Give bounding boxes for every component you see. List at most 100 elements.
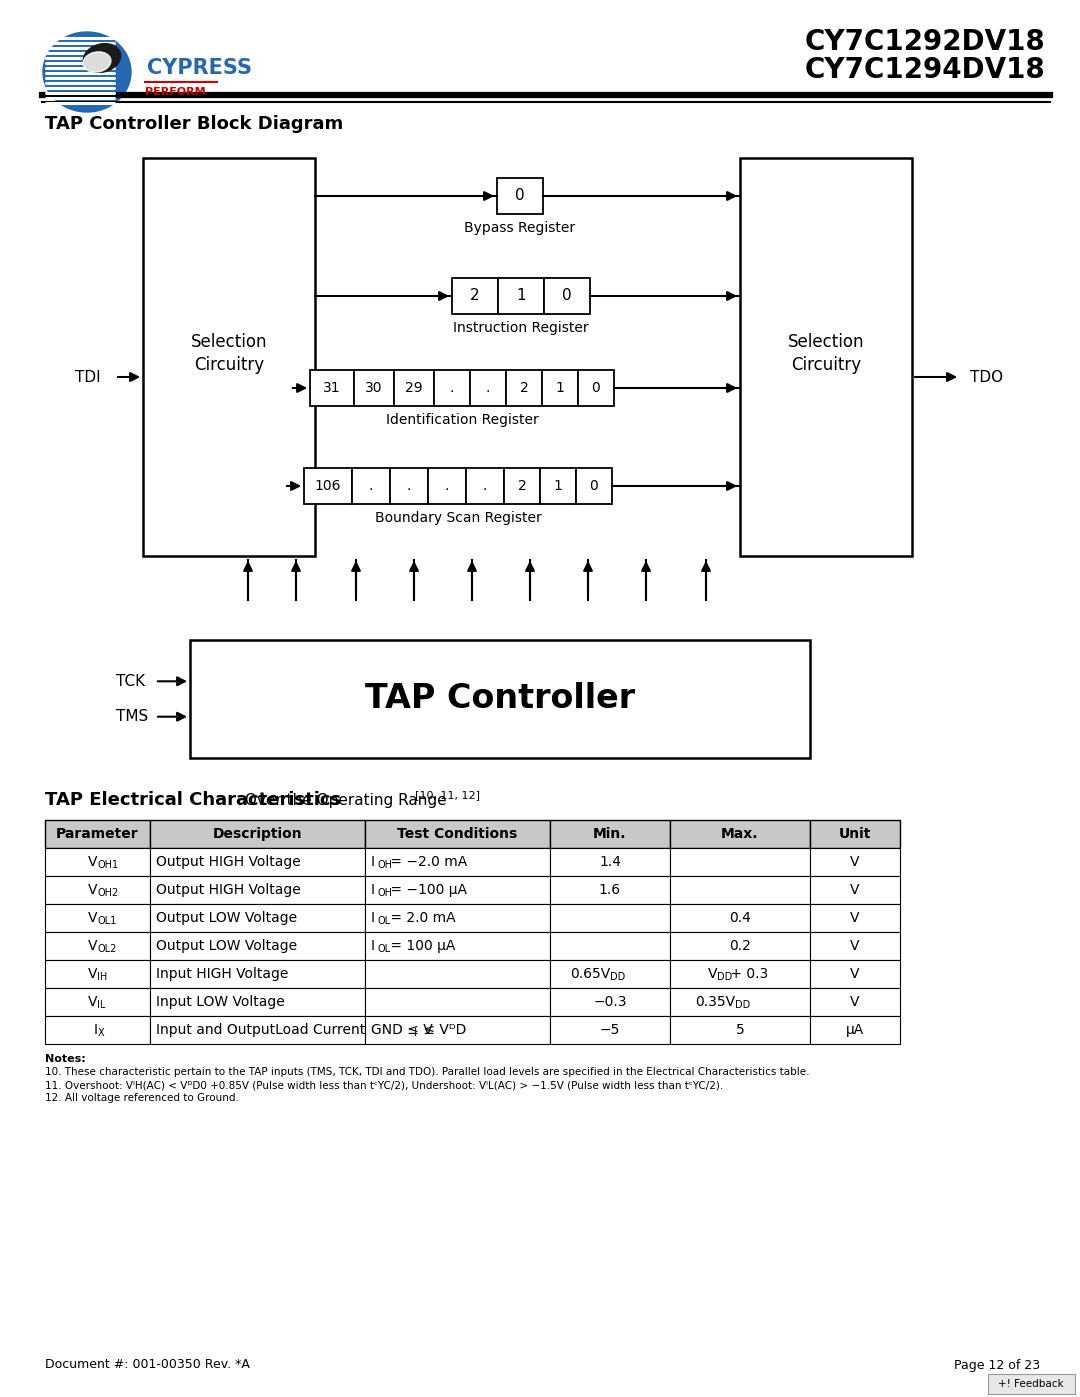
Text: 1.6: 1.6	[599, 883, 621, 897]
Text: = 2.0 mA: = 2.0 mA	[387, 911, 456, 925]
Text: V: V	[850, 995, 860, 1009]
Text: 106: 106	[314, 479, 341, 493]
Bar	[550, 932, 670, 960]
Text: Min.: Min.	[593, 827, 626, 841]
Bar	[45, 988, 150, 1016]
Text: 0.35V: 0.35V	[694, 995, 735, 1009]
Text: .: .	[483, 479, 487, 493]
Bar	[365, 904, 550, 932]
Text: V: V	[850, 855, 860, 869]
Text: Identification Register: Identification Register	[386, 414, 538, 427]
Text: OL: OL	[377, 916, 390, 926]
Text: TDI: TDI	[75, 369, 100, 384]
Text: DD: DD	[717, 972, 732, 982]
Text: Instruction Register: Instruction Register	[454, 321, 589, 335]
Text: Input LOW Voltage: Input LOW Voltage	[156, 995, 285, 1009]
Text: .: .	[368, 479, 374, 493]
Bar	[550, 820, 670, 848]
Text: 0: 0	[515, 189, 525, 204]
Text: I: I	[415, 1028, 417, 1038]
Text: I: I	[372, 855, 375, 869]
Text: 1: 1	[554, 479, 563, 493]
Bar	[498, 278, 544, 314]
Bar	[504, 468, 540, 504]
Bar	[394, 370, 434, 407]
Bar	[576, 468, 612, 504]
Text: +! Feedback: +! Feedback	[998, 1379, 1064, 1389]
Text: 30: 30	[365, 381, 382, 395]
Bar	[507, 370, 542, 407]
Bar	[150, 932, 365, 960]
Text: OH: OH	[377, 861, 392, 870]
Text: 5: 5	[735, 1023, 744, 1037]
Bar	[550, 904, 670, 932]
Text: Output HIGH Voltage: Output HIGH Voltage	[156, 855, 300, 869]
Text: Boundary Scan Register: Boundary Scan Register	[375, 511, 541, 525]
Text: OL: OL	[377, 944, 390, 954]
Bar	[365, 848, 550, 876]
Text: TAP Electrical Characteristics: TAP Electrical Characteristics	[45, 791, 341, 809]
Bar	[45, 1016, 150, 1044]
Bar	[352, 468, 390, 504]
Text: X: X	[97, 1028, 104, 1038]
Bar	[810, 960, 900, 988]
Text: Notes:: Notes:	[45, 1053, 85, 1065]
Bar	[150, 876, 365, 904]
Bar	[810, 932, 900, 960]
Text: Description: Description	[213, 827, 302, 841]
Text: .: .	[486, 381, 490, 395]
Bar	[810, 904, 900, 932]
Text: .: .	[407, 479, 411, 493]
Text: .: .	[449, 381, 455, 395]
Text: 2: 2	[519, 381, 528, 395]
Text: 12. All voltage referenced to Ground.: 12. All voltage referenced to Ground.	[45, 1092, 239, 1104]
Bar	[540, 468, 576, 504]
Bar	[365, 876, 550, 904]
Bar	[45, 932, 150, 960]
Text: CY7C1292DV18: CY7C1292DV18	[805, 28, 1045, 56]
Bar	[544, 278, 590, 314]
Bar	[670, 848, 810, 876]
Text: V: V	[707, 967, 717, 981]
Text: 2: 2	[517, 479, 526, 493]
Text: V: V	[87, 883, 97, 897]
Bar	[150, 820, 365, 848]
Text: Input and OutputLoad Current: Input and OutputLoad Current	[156, 1023, 365, 1037]
Bar	[428, 468, 465, 504]
Text: = −2.0 mA: = −2.0 mA	[387, 855, 468, 869]
Text: Max.: Max.	[721, 827, 759, 841]
Text: 0: 0	[592, 381, 600, 395]
Text: Document #: 001-00350 Rev. *A: Document #: 001-00350 Rev. *A	[45, 1358, 249, 1372]
Text: OL2: OL2	[97, 944, 117, 954]
Bar	[365, 820, 550, 848]
Bar	[150, 848, 365, 876]
Text: DD: DD	[610, 972, 625, 982]
Text: PERFORM: PERFORM	[145, 87, 205, 96]
Text: I: I	[372, 939, 375, 953]
Bar	[670, 932, 810, 960]
Text: Over the Operating Range: Over the Operating Range	[240, 792, 447, 807]
Text: .: .	[445, 479, 449, 493]
Bar	[670, 1016, 810, 1044]
Text: I: I	[372, 911, 375, 925]
Bar	[150, 988, 365, 1016]
Text: Circuitry: Circuitry	[194, 356, 265, 374]
Text: V: V	[87, 995, 97, 1009]
Text: 0.65V: 0.65V	[570, 967, 610, 981]
Text: IH: IH	[97, 972, 108, 982]
Text: = −100 μA: = −100 μA	[387, 883, 468, 897]
Text: V: V	[850, 883, 860, 897]
Text: Bypass Register: Bypass Register	[464, 221, 576, 235]
Text: Input HIGH Voltage: Input HIGH Voltage	[156, 967, 288, 981]
Text: TMS: TMS	[116, 710, 148, 724]
Text: 29: 29	[405, 381, 422, 395]
Text: Parameter: Parameter	[56, 827, 139, 841]
Text: Output HIGH Voltage: Output HIGH Voltage	[156, 883, 300, 897]
Bar	[465, 468, 504, 504]
Text: 0: 0	[590, 479, 598, 493]
Text: TCK: TCK	[116, 673, 145, 689]
Bar	[354, 370, 394, 407]
Bar	[45, 876, 150, 904]
Bar	[390, 468, 428, 504]
Text: OL1: OL1	[97, 916, 117, 926]
